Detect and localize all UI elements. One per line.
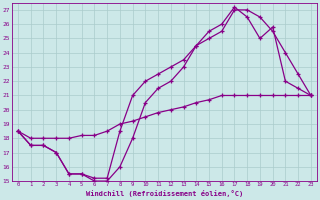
X-axis label: Windchill (Refroidissement éolien,°C): Windchill (Refroidissement éolien,°C): [86, 190, 243, 197]
